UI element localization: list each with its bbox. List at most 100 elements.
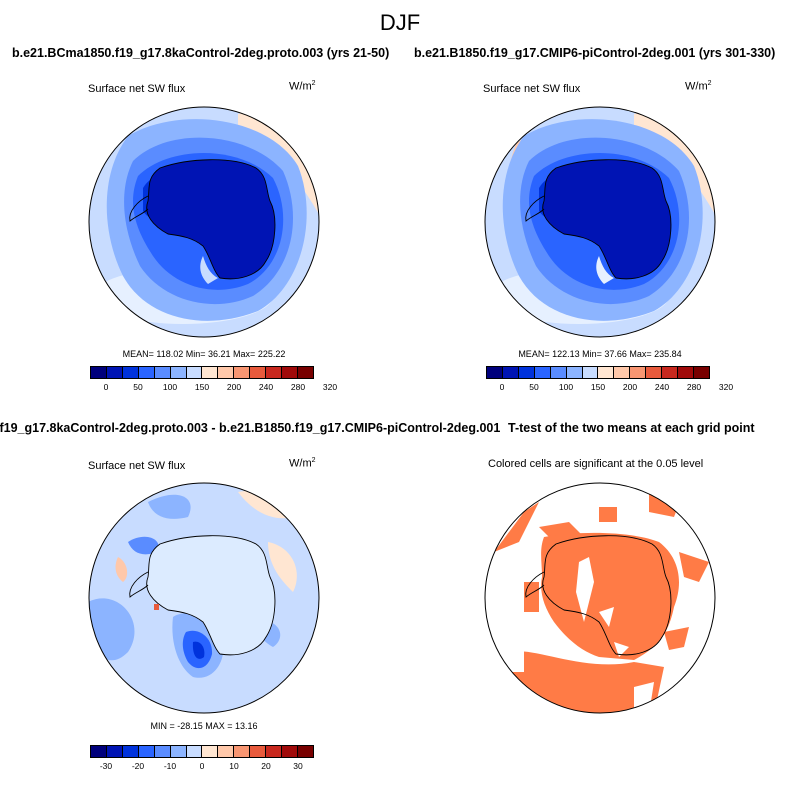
negative-anomaly [128,536,159,555]
map-border [484,482,716,714]
panel-3-stats: MIN = -28.15 MAX = 13.16 [150,721,258,731]
colorbar-tick-label: -10 [163,761,177,771]
panel-4-title: T-test of the two means at each grid poi… [508,421,755,435]
map-border [88,482,320,714]
colorbar-cell [202,367,219,378]
colorbar-tick-label: 100 [162,382,178,392]
colorbar-tick-label: 0 [103,382,109,392]
colorbar-cell [138,367,155,378]
colorbar-tick-label: 200 [622,382,638,392]
colorbar-tick-label: 50 [529,382,539,392]
colorbar-tick-label: 320 [718,382,734,392]
antarctica-outline [146,535,276,656]
positive-anomaly [268,542,297,592]
colorbar-cell [518,367,535,378]
colorbar-cell [91,367,107,378]
colorbar-cell [250,367,267,378]
colorbar-cell [502,367,519,378]
ross-sea-inlet [596,256,614,284]
hole [614,642,629,657]
colorbar-cells [90,366,314,379]
colorbar-tick-label: 280 [686,382,702,392]
antarctic-peninsula [525,195,545,222]
panel-3-colorbar: -30 -20 -10 0 10 20 30 [90,745,314,773]
colorbar-cell [202,746,219,757]
colorbar-tick-label: 0 [499,382,505,392]
panel-3-title: .f19_g17.8kaControl-2deg.proto.003 - b.e… [0,421,501,435]
positive-anomaly [154,604,159,610]
panel-2-subtitle: Surface net SW flux [483,83,581,95]
colorbar-cell [693,367,709,378]
negative-anomaly [148,494,191,519]
colorbar-tick-label: -30 [99,761,113,771]
colorbar-tick-label: 30 [293,761,303,771]
hole [485,632,524,672]
colorbar-cell [122,367,139,378]
colorbar-cell [630,367,647,378]
panel-2-stats: MEAN= 122.13 Min= 37.66 Max= 235.84 [518,349,682,359]
colorbar-cells [90,745,314,758]
panel-3-subtitle: Surface net SW flux [88,460,186,472]
colorbar-cell [218,367,235,378]
panel-1-title: b.e21.BCma1850.f19_g17.8kaControl-2deg.p… [12,46,390,60]
colorbar-cell [614,367,631,378]
colorbar-tick-label: 50 [133,382,143,392]
colorbar-tick-label: 240 [258,382,274,392]
colorbar-cell [662,367,679,378]
colorbar-cell [138,746,155,757]
colorbar-tick-label: 240 [654,382,670,392]
colorbar-cell [598,367,615,378]
hole [599,607,614,627]
colorbar-tick-label: -20 [131,761,145,771]
panel-1-stats: MEAN= 118.02 Min= 36.21 Max= 225.22 [122,349,286,359]
colorbar-tick-label: 0 [199,761,205,771]
colorbar-cell [186,746,203,757]
colorbar-cell [154,746,171,757]
panel-1-units: W/m2 [289,80,316,93]
colorbar-cell [297,367,313,378]
panel-2-colorbar: 0 50 100 150 200 240 280 320 [486,366,733,394]
colorbar-tick-label: 100 [558,382,574,392]
colorbar-tick-label: 150 [194,382,210,392]
colorbar-cell [91,746,107,757]
colorbar-cells [486,366,710,379]
colorbar-cell [678,367,694,378]
colorbar-cell [266,367,283,378]
panel-2-title: b.e21.B1850.f19_g17.CMIP6-piControl-2deg… [414,46,776,60]
panel-1-subtitle: Surface net SW flux [88,83,186,95]
colorbar-tick-label: 200 [226,382,242,392]
colorbar-cell [566,367,583,378]
panel-4-map [484,482,716,714]
antarctica-outline [146,159,276,280]
hole [576,557,594,622]
panel-3-map [88,482,320,714]
hole [634,682,654,713]
sig-cell [649,494,679,517]
map-border [88,106,320,338]
negative-anomaly [89,598,135,661]
panel-3-units: W/m2 [289,457,316,470]
colorbar-cell [234,746,251,757]
colorbar-labels: 0 50 100 150 200 240 280 320 [486,382,733,394]
negative-anomaly [192,641,205,659]
colorbar-cell [234,367,251,378]
colorbar-cell [282,746,298,757]
colorbar-tick-label: 20 [261,761,271,771]
sig-cell [494,502,539,552]
sig-cell [679,552,709,582]
colorbar-cell [550,367,567,378]
significant-cells [494,494,709,713]
panel-2-map [484,106,716,338]
antarctica-outline [542,535,672,656]
colorbar-cell [266,746,283,757]
panel-1-colorbar: 0 50 100 150 200 240 280 320 [90,366,337,394]
colorbar-cell [297,746,313,757]
antarctica-outline [542,159,672,280]
panel-2-units: W/m2 [685,80,712,93]
colorbar-cell [646,367,663,378]
colorbar-cell [170,746,187,757]
colorbar-labels: 0 50 100 150 200 240 280 320 [90,382,337,394]
colorbar-labels: -30 -20 -10 0 10 20 30 [90,761,314,773]
antarctic-peninsula [525,571,545,598]
colorbar-tick-label: 320 [322,382,338,392]
